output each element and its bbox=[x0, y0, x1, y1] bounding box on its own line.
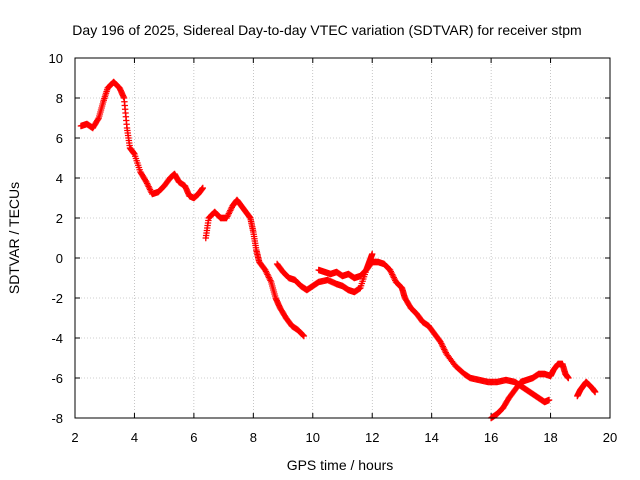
y-tick-label: 2 bbox=[56, 211, 63, 226]
x-tick-label: 20 bbox=[603, 430, 617, 445]
data-points bbox=[77, 78, 599, 422]
x-tick-label: 4 bbox=[131, 430, 138, 445]
y-tick-label: -6 bbox=[51, 371, 63, 386]
chart-title: Day 196 of 2025, Sidereal Day-to-day VTE… bbox=[72, 22, 581, 38]
grid bbox=[75, 58, 610, 418]
x-tick-label: 18 bbox=[543, 430, 557, 445]
data-point bbox=[94, 116, 102, 123]
x-tick-label: 2 bbox=[71, 430, 78, 445]
y-tick-label: 6 bbox=[56, 131, 63, 146]
y-axis-label: SDTVAR / TECUs bbox=[6, 182, 22, 294]
series-arc-6 bbox=[574, 378, 599, 400]
y-tick-label: 4 bbox=[56, 171, 63, 186]
x-tick-label: 6 bbox=[190, 430, 197, 445]
x-tick-label: 8 bbox=[250, 430, 257, 445]
series-arc-3 bbox=[273, 258, 553, 406]
x-tick-labels: 2 4 6 8 10 12 14 16 18 20 bbox=[71, 430, 617, 445]
data-point bbox=[199, 184, 207, 192]
series-arc-1 bbox=[77, 78, 207, 202]
series-arc-5 bbox=[487, 360, 572, 422]
x-tick-label: 16 bbox=[484, 430, 498, 445]
y-tick-label: 8 bbox=[56, 91, 63, 106]
data-point bbox=[300, 332, 308, 340]
data-point bbox=[591, 388, 599, 396]
y-tick-labels: -8 -6 -4 -2 0 2 4 6 8 10 bbox=[49, 51, 63, 426]
data-point bbox=[565, 374, 572, 382]
axis-ticks bbox=[74, 57, 611, 419]
series-arc-4 bbox=[315, 250, 376, 282]
x-tick-label: 10 bbox=[306, 430, 320, 445]
y-tick-label: -4 bbox=[51, 331, 63, 346]
y-tick-label: -2 bbox=[51, 291, 63, 306]
plot-frame bbox=[74, 57, 611, 419]
x-tick-label: 12 bbox=[365, 430, 379, 445]
series-arc-2 bbox=[202, 196, 308, 340]
data-point bbox=[299, 332, 307, 339]
data-point bbox=[369, 250, 376, 258]
y-tick-label: 10 bbox=[49, 51, 63, 66]
x-tick-label: 14 bbox=[424, 430, 438, 445]
y-tick-label: -8 bbox=[51, 411, 63, 426]
data-point bbox=[545, 396, 553, 404]
x-axis-label: GPS time / hours bbox=[287, 457, 394, 473]
y-tick-label: 0 bbox=[56, 251, 63, 266]
